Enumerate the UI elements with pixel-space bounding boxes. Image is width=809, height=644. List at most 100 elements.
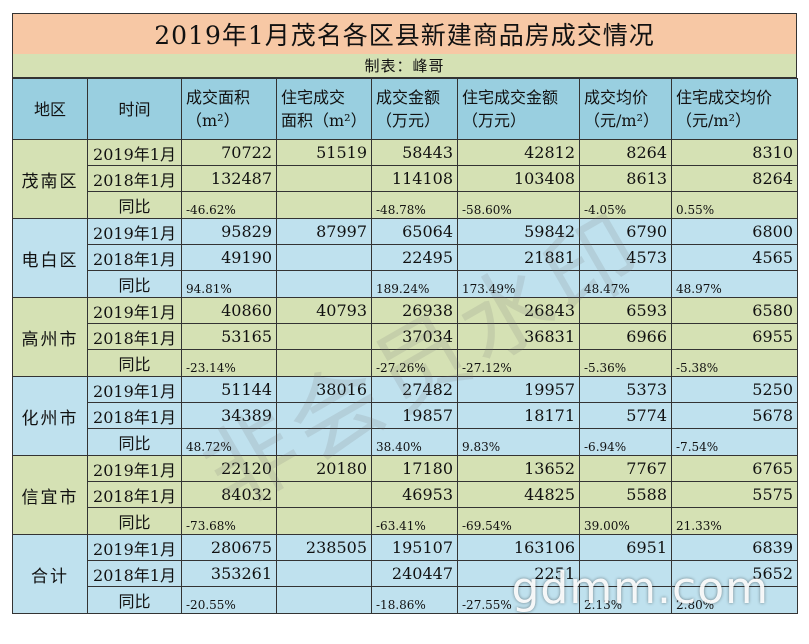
table-row: 2018年1月 353261 240447 2251 5652 (13, 560, 798, 587)
res-amount-cell: 103408 (457, 165, 580, 192)
res-area-cell (276, 402, 372, 429)
price-cell (579, 560, 672, 587)
res-price-cell: 6580 (671, 297, 798, 324)
amount-cell: -48.78% (371, 191, 458, 219)
res-price-cell: 21.33% (671, 507, 798, 535)
region-cell: 电白区 (12, 218, 88, 298)
sales-table: 地区 时间 成交面积 （m²） 住宅成交 面积（m²） 成交金额 （万元） 住宅成交金… (12, 78, 798, 614)
table-row: 茂南区 2019年1月 70722 51519 58443 42812 8264 8310 (12, 139, 798, 219)
region-cell: 信宜市 (12, 455, 88, 535)
time-cell: 2019年1月 (87, 139, 182, 166)
table-row: 同比 94.81% 189.24% 173.49% 48.47% 48.97% (13, 270, 798, 298)
res-amount-cell: 173.49% (457, 270, 580, 298)
res-price-cell: 5250 (671, 376, 798, 403)
amount-cell: 65064 (371, 218, 458, 245)
amount-cell: 37034 (371, 323, 458, 350)
res-amount-cell: 19957 (457, 376, 580, 403)
area-cell: 84032 (181, 481, 277, 508)
res-amount-cell: -69.54% (457, 507, 580, 535)
price-cell: 8264 (579, 139, 672, 166)
time-cell: 2019年1月 (87, 218, 182, 245)
area-cell: 48.72% (181, 428, 277, 456)
price-cell: 39.00% (579, 507, 672, 535)
table-row: 信宜市 2019年1月 22120 20180 17180 13652 7767 6765 (12, 455, 798, 535)
price-cell: 5373 (579, 376, 672, 403)
amount-cell: -18.86% (371, 586, 458, 614)
amount-cell: -27.26% (371, 349, 458, 377)
res-area-cell: 40793 (276, 297, 372, 324)
area-cell: 34389 (181, 402, 277, 429)
amount-cell: 114108 (371, 165, 458, 192)
header-res-price: 住宅成交均价 （元/m²） (671, 78, 798, 140)
time-cell: 同比 (87, 507, 182, 535)
price-cell: 5774 (579, 402, 672, 429)
res-amount-cell: 163106 (457, 534, 580, 561)
area-cell: 22120 (181, 455, 277, 482)
table-row: 化州市 2019年1月 51144 38016 27482 19957 5373 5250 (12, 376, 798, 456)
res-area-cell (276, 323, 372, 350)
time-cell: 2019年1月 (87, 534, 182, 561)
amount-cell: 17180 (371, 455, 458, 482)
time-cell: 2019年1月 (87, 376, 182, 403)
amount-cell: 46953 (371, 481, 458, 508)
res-amount-cell: 36831 (457, 323, 580, 350)
res-area-cell (276, 165, 372, 192)
res-amount-cell: 44825 (457, 481, 580, 508)
res-price-cell: 8310 (671, 139, 798, 166)
res-amount-cell: 59842 (457, 218, 580, 245)
res-area-cell (276, 560, 372, 587)
res-amount-cell: 26843 (457, 297, 580, 324)
price-cell: 7767 (579, 455, 672, 482)
time-cell: 2019年1月 (87, 455, 182, 482)
res-amount-cell: 9.83% (457, 428, 580, 456)
table-row: 同比 -23.14% -27.26% -27.12% -5.36% -5.38% (13, 349, 798, 377)
amount-cell: 240447 (371, 560, 458, 587)
res-price-cell: 6839 (671, 534, 798, 561)
header-res-area: 住宅成交 面积（m²） (276, 78, 372, 140)
time-cell: 2018年1月 (87, 323, 182, 350)
res-amount-cell: 2251 (457, 560, 580, 587)
area-cell: 280675 (181, 534, 277, 561)
price-cell: -5.36% (579, 349, 672, 377)
res-amount-cell: 21881 (457, 244, 580, 271)
res-amount-cell: 13652 (457, 455, 580, 482)
amount-cell: 38.40% (371, 428, 458, 456)
price-cell: 6966 (579, 323, 672, 350)
time-cell: 同比 (87, 586, 182, 614)
area-cell: 40860 (181, 297, 277, 324)
res-area-cell: 38016 (276, 376, 372, 403)
res-price-cell: 5652 (671, 560, 798, 587)
res-price-cell: 5678 (671, 402, 798, 429)
res-price-cell: -5.38% (671, 349, 798, 377)
res-price-cell: 6955 (671, 323, 798, 350)
res-price-cell: 6800 (671, 218, 798, 245)
res-area-cell (276, 244, 372, 271)
time-cell: 2018年1月 (87, 481, 182, 508)
area-cell: 53165 (181, 323, 277, 350)
report-frame: 2019年1月茂名各区县新建商品房成交情况 制表：峰哥 地区 时间 成交面积 （m… (12, 13, 798, 631)
res-price-cell: 48.97% (671, 270, 798, 298)
table-row: 2018年1月 132487 114108 103408 8613 8264 (13, 165, 798, 192)
res-area-cell (276, 270, 372, 298)
amount-cell: 189.24% (371, 270, 458, 298)
table-row: 高州市 2019年1月 40860 40793 26938 26843 6593 6580 (12, 297, 798, 377)
header-price: 成交均价 （元/m²） (579, 78, 672, 140)
area-cell: 95829 (181, 218, 277, 245)
area-cell: 353261 (181, 560, 277, 587)
region-cell: 高州市 (12, 297, 88, 377)
price-cell: 4573 (579, 244, 672, 271)
price-cell: 8613 (579, 165, 672, 192)
price-cell: 5588 (579, 481, 672, 508)
header-region: 地区 (12, 78, 88, 140)
table-row: 2018年1月 34389 19857 18171 5774 5678 (13, 402, 798, 429)
region-cell: 茂南区 (12, 139, 88, 219)
area-cell: -73.68% (181, 507, 277, 535)
time-cell: 2019年1月 (87, 297, 182, 324)
amount-cell: 195107 (371, 534, 458, 561)
amount-cell: -63.41% (371, 507, 458, 535)
res-area-cell: 238505 (276, 534, 372, 561)
amount-cell: 58443 (371, 139, 458, 166)
res-price-cell: 2.80% (671, 586, 798, 614)
res-price-cell: 4565 (671, 244, 798, 271)
table-row: 同比 -73.68% -63.41% -69.54% 39.00% 21.33% (13, 507, 798, 535)
